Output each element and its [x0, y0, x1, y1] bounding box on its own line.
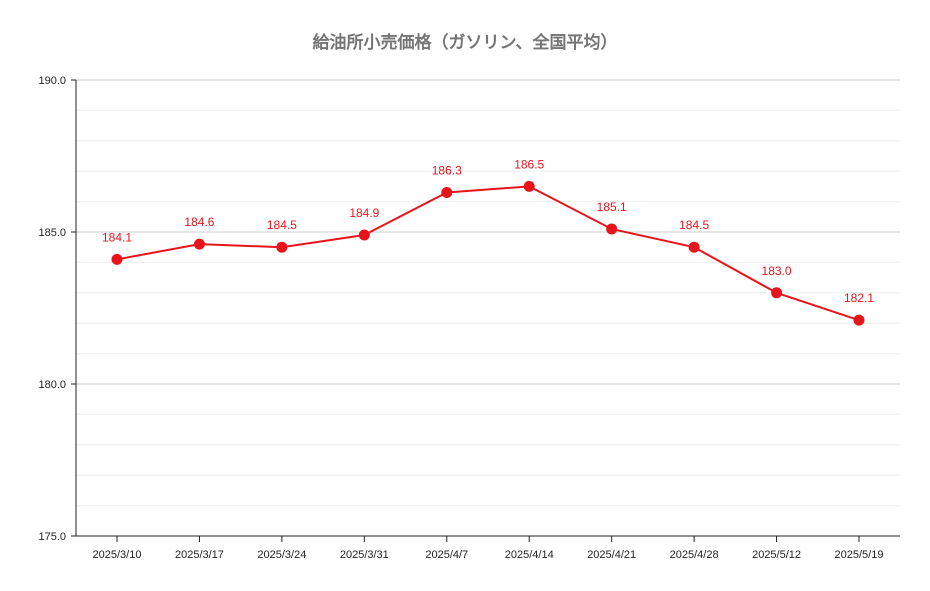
data-label: 184.5: [679, 218, 709, 232]
data-point: [523, 180, 535, 192]
data-point: [853, 314, 865, 326]
data-label: 184.6: [184, 215, 214, 229]
y-tick-label: 180.0: [38, 379, 66, 391]
data-label: 184.9: [349, 206, 379, 220]
data-label: 184.1: [102, 230, 132, 244]
data-point: [193, 238, 205, 250]
x-tick-label: 2025/4/21: [587, 549, 636, 561]
data-label: 184.5: [267, 218, 297, 232]
x-tick-label: 2025/3/17: [175, 549, 224, 561]
data-point: [276, 241, 288, 253]
x-tick-label: 2025/4/28: [670, 549, 719, 561]
series-line: [116, 185, 860, 322]
x-tick-label: 2025/3/24: [257, 549, 306, 561]
x-tick-label: 2025/5/19: [835, 549, 884, 561]
data-label: 182.1: [844, 291, 874, 305]
y-tick-label: 190.0: [38, 75, 66, 87]
y-tick-label: 185.0: [38, 227, 66, 239]
data-point: [771, 287, 783, 299]
y-tick-label: 175.0: [38, 531, 66, 543]
data-labels: 184.1 184.6 184.5 184.9 186.3 186.5 185.1 184.5…: [102, 157, 874, 305]
major-gridlines: [76, 79, 900, 385]
y-axis-ticks: 175.0 180.0 185.0 190.0: [38, 75, 76, 543]
data-label: 185.1: [597, 200, 627, 214]
data-points: [111, 180, 865, 326]
data-point: [441, 186, 453, 198]
x-axis-ticks: 2025/3/10 2025/3/17 2025/3/24 2025/3/31 2025…: [93, 536, 884, 561]
chart-title: 給油所小売価格（ガソリン、全国平均）: [313, 32, 618, 53]
data-label: 186.3: [432, 163, 462, 177]
minor-gridlines: [76, 109, 900, 507]
data-point: [606, 223, 618, 235]
data-point: [688, 241, 700, 253]
x-tick-label: 2025/3/10: [93, 549, 142, 561]
x-tick-label: 2025/4/7: [425, 549, 468, 561]
data-point: [111, 253, 123, 265]
data-point: [358, 229, 370, 241]
x-tick-label: 2025/4/14: [505, 549, 554, 561]
data-label: 186.5: [514, 157, 544, 171]
x-tick-label: 2025/3/31: [340, 549, 389, 561]
x-tick-label: 2025/5/12: [752, 549, 801, 561]
data-label: 183.0: [762, 264, 792, 278]
